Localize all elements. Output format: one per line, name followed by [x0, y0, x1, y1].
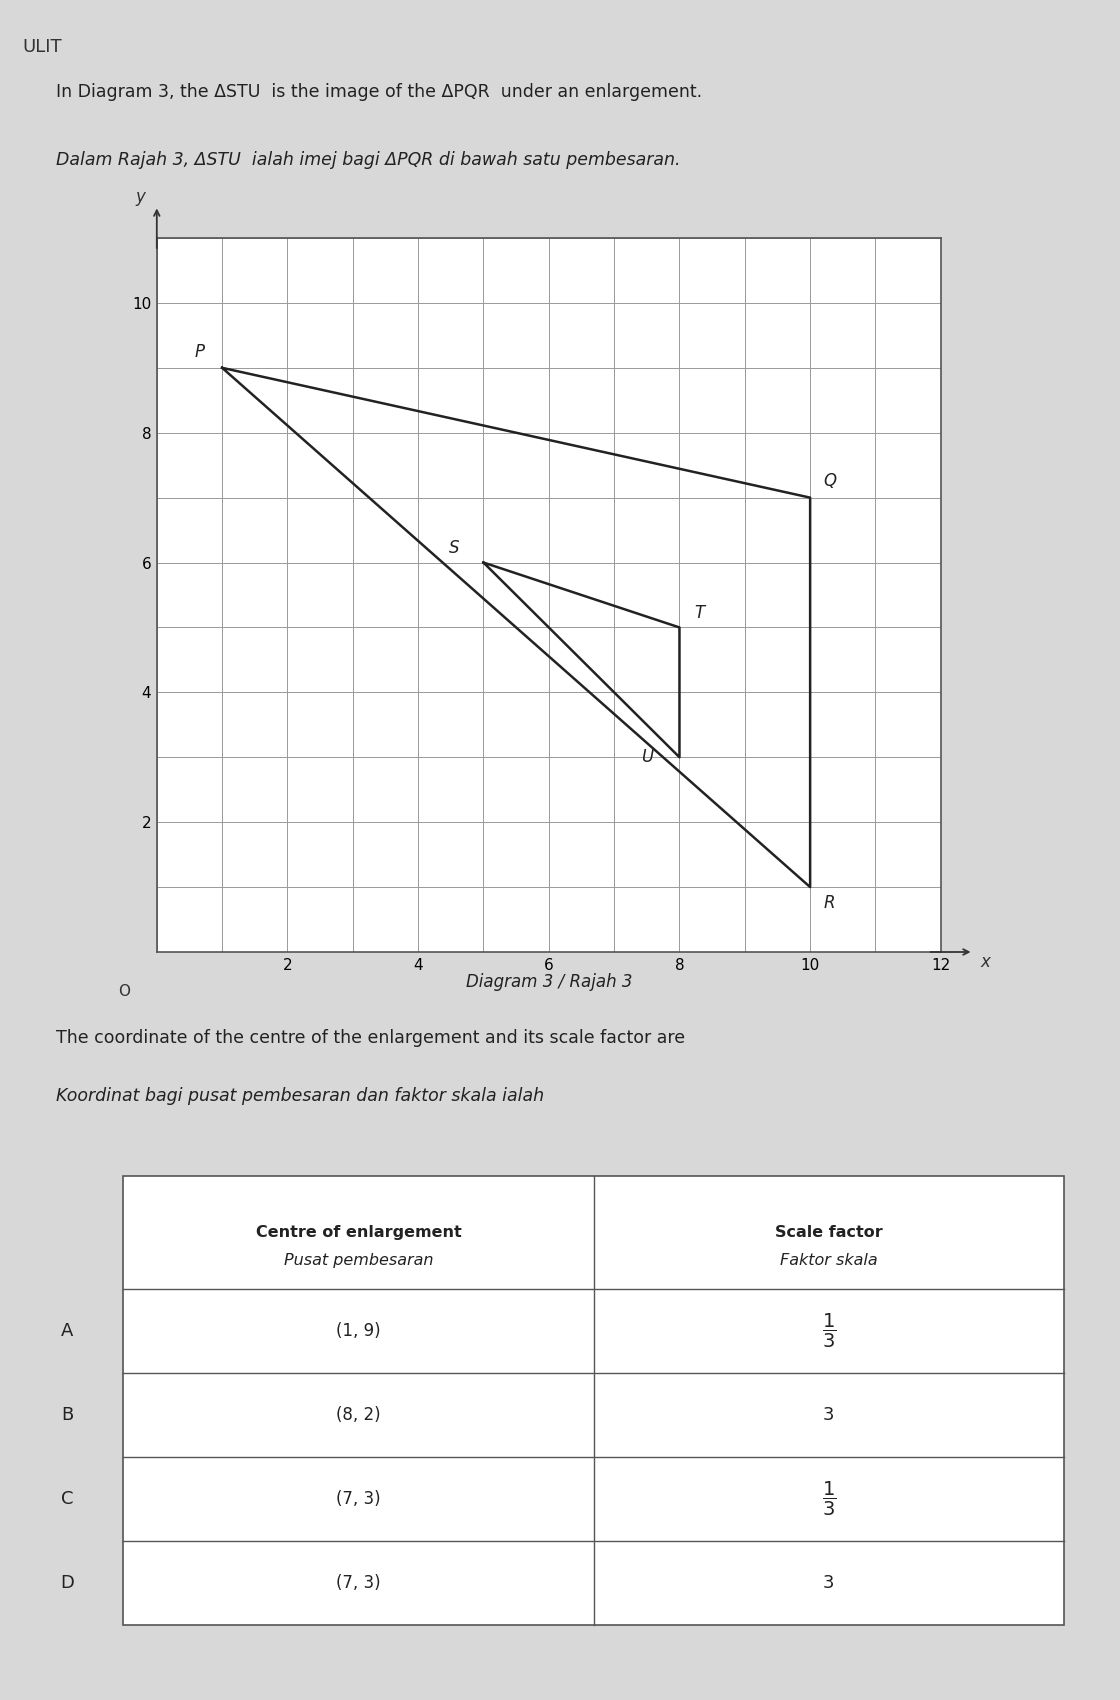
Text: In Diagram 3, the ΔSTU  is the image of the ΔPQR  under an enlargement.: In Diagram 3, the ΔSTU is the image of t… [56, 83, 702, 102]
Text: (7, 3): (7, 3) [336, 1574, 381, 1593]
Text: ULIT: ULIT [22, 37, 62, 56]
Text: Centre of enlargement: Centre of enlargement [255, 1226, 461, 1239]
Text: Faktor skala: Faktor skala [780, 1253, 878, 1268]
Text: A: A [60, 1321, 74, 1340]
Text: Q: Q [823, 473, 837, 490]
Text: D: D [60, 1574, 74, 1593]
Text: 3: 3 [823, 1406, 834, 1425]
Text: y: y [136, 187, 146, 206]
Text: Dalam Rajah 3, ΔSTU  ialah imej bagi ΔPQR di bawah satu pembesaran.: Dalam Rajah 3, ΔSTU ialah imej bagi ΔPQR… [56, 151, 681, 170]
Text: Diagram 3 / Rajah 3: Diagram 3 / Rajah 3 [466, 972, 632, 991]
Text: Scale factor: Scale factor [775, 1226, 883, 1239]
Text: $\dfrac{1}{3}$: $\dfrac{1}{3}$ [822, 1481, 836, 1518]
Text: Koordinat bagi pusat pembesaran dan faktor skala ialah: Koordinat bagi pusat pembesaran dan fakt… [56, 1086, 544, 1105]
Text: T: T [694, 604, 704, 622]
Text: x: x [980, 952, 990, 971]
Text: U: U [641, 748, 653, 767]
Text: P: P [194, 343, 204, 360]
Text: (8, 2): (8, 2) [336, 1406, 381, 1425]
Text: Pusat pembesaran: Pusat pembesaran [283, 1253, 433, 1268]
Text: 3: 3 [823, 1574, 834, 1593]
Bar [123, 1176, 1064, 1625]
Text: B: B [62, 1406, 73, 1425]
Text: (7, 3): (7, 3) [336, 1489, 381, 1508]
Text: C: C [60, 1489, 74, 1508]
Text: $\dfrac{1}{3}$: $\dfrac{1}{3}$ [822, 1312, 836, 1350]
Text: The coordinate of the centre of the enlargement and its scale factor are: The coordinate of the centre of the enla… [56, 1028, 685, 1047]
Text: S: S [449, 539, 459, 558]
Text: R: R [824, 894, 836, 913]
Text: (1, 9): (1, 9) [336, 1321, 381, 1340]
Text: O: O [118, 984, 130, 1000]
